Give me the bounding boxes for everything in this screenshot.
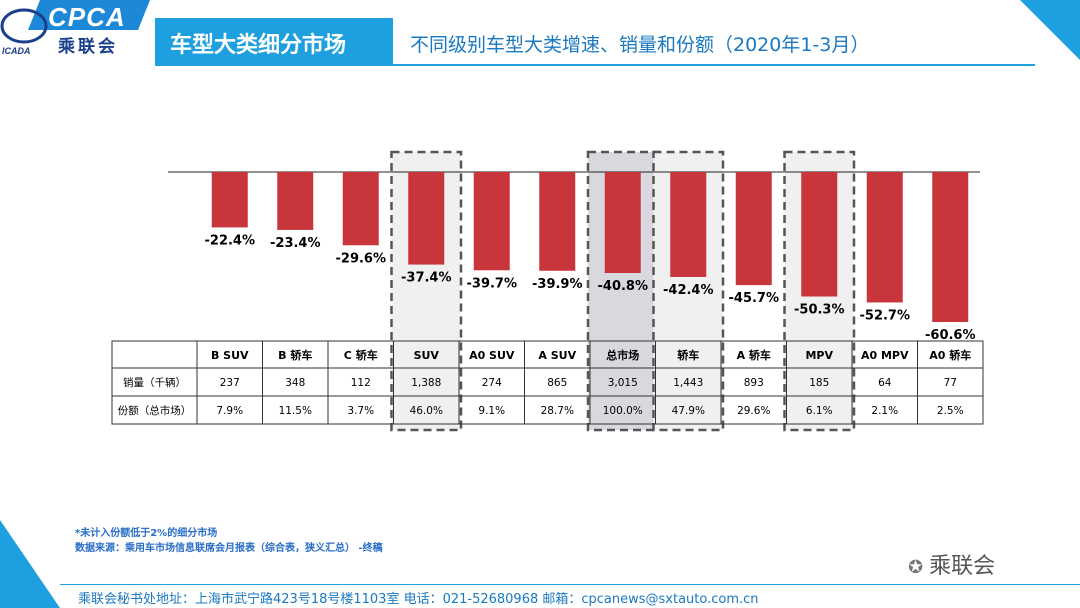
bar [539, 172, 576, 271]
tick-label: B SUV [211, 349, 249, 362]
footer-address: 乘联会秘书处地址：上海市武宁路423号18号楼1103室 电话：021-5268… [78, 592, 759, 607]
highlight-box [390, 150, 463, 432]
bar [342, 172, 379, 246]
table-cell: 2.5% [937, 405, 964, 417]
note-source: 数据来源：乘用车市场信息联席会月报表（综合表，狭义汇总） -终稿 [75, 543, 383, 554]
logo-cn: 乘联会 [58, 37, 118, 57]
tick-label: A0 轿车 [929, 348, 971, 362]
title-box [155, 18, 393, 64]
data-label: -22.4% [205, 233, 256, 248]
footer-divider [60, 584, 1080, 585]
data-label: -60.6% [925, 328, 976, 343]
table-cell: 2.1% [871, 405, 898, 417]
table-cell: 11.5% [279, 405, 312, 417]
header-divider [155, 64, 1035, 66]
data-label: -39.9% [532, 277, 583, 292]
table-cell: 64 [878, 377, 892, 389]
logo-sub: ICADA [2, 46, 31, 56]
data-label: -40.8% [598, 279, 649, 294]
data-label: -52.7% [860, 308, 911, 323]
logo-banner [28, 0, 150, 30]
table-cell: 47.9% [672, 405, 705, 417]
table-cell: 46.0% [410, 405, 443, 417]
row-label: 销量（千辆） [123, 376, 186, 389]
header-bar: CPCA 乘联会 ICADA 车型大类细分市场 不同级别车型大类增速、销量和份额… [0, 0, 1080, 66]
bar [670, 172, 707, 277]
tick-label: SUV [414, 349, 440, 362]
table-cell: 3,015 [608, 377, 638, 389]
bar [801, 172, 838, 297]
bottom-corner-decoration [0, 520, 60, 608]
table-cell: 348 [285, 377, 305, 389]
table-cell: 77 [944, 377, 957, 389]
table-cell: 185 [809, 377, 829, 389]
table-cell: 7.9% [216, 405, 243, 417]
data-label: -39.7% [467, 276, 518, 291]
data-label: -50.3% [794, 303, 845, 318]
tick-label: A0 MPV [861, 349, 909, 362]
data-label: -29.6% [336, 251, 387, 266]
table-cell: 9.1% [478, 405, 505, 417]
header-decoration [0, 0, 1080, 60]
table-cell: 28.7% [541, 405, 574, 417]
bar [866, 172, 903, 303]
row-label: 份额（总市场） [118, 404, 192, 417]
table-cell: 865 [547, 377, 567, 389]
tick-label: 总市场 [606, 348, 639, 362]
highlight-box [652, 150, 725, 432]
tick-label: C 轿车 [344, 348, 378, 362]
logo-emblem-icon [0, 8, 48, 44]
table-border [111, 340, 984, 425]
tick-label: MPV [805, 349, 833, 362]
data-label: -23.4% [270, 236, 321, 251]
bar [932, 172, 969, 322]
bar [735, 172, 772, 286]
wechat-account: ✪ 乘联会 [908, 548, 995, 580]
corner-decoration [1020, 0, 1080, 60]
table-cell: 1,443 [673, 377, 703, 389]
tick-label: A0 SUV [469, 349, 515, 362]
tick-label: A 轿车 [737, 348, 771, 362]
bar [604, 172, 641, 273]
bar [277, 172, 314, 230]
table-cell: 1,388 [411, 377, 441, 389]
tick-label: A SUV [538, 349, 576, 362]
data-label: -45.7% [729, 291, 780, 306]
wechat-name: 乘联会 [929, 554, 996, 579]
highlight-box [783, 150, 856, 432]
table-cell: 6.1% [806, 405, 833, 417]
table-cell: 112 [351, 377, 371, 389]
data-label: -42.4% [663, 283, 714, 298]
table-cell: 893 [744, 377, 764, 389]
tick-label: B 轿车 [278, 348, 312, 362]
table-cell: 3.7% [347, 405, 374, 417]
bar [211, 172, 248, 228]
bar [473, 172, 510, 271]
note-share: *未计入份额低于2%的细分市场 [75, 528, 218, 539]
table-cell: 237 [220, 377, 240, 389]
wechat-icon: ✪ [908, 557, 924, 578]
data-label: -37.4% [401, 271, 452, 286]
page-title: 车型大类细分市场 [170, 33, 347, 58]
page-subtitle: 不同级别车型大类增速、销量和份额（2020年1-3月） [410, 34, 870, 56]
tick-label: 轿车 [677, 348, 699, 362]
bar [408, 172, 445, 265]
logo-text: CPCA [48, 2, 126, 32]
table-cell: 29.6% [737, 405, 770, 417]
table-cell: 274 [482, 377, 502, 389]
table-cell: 100.0% [603, 405, 643, 417]
